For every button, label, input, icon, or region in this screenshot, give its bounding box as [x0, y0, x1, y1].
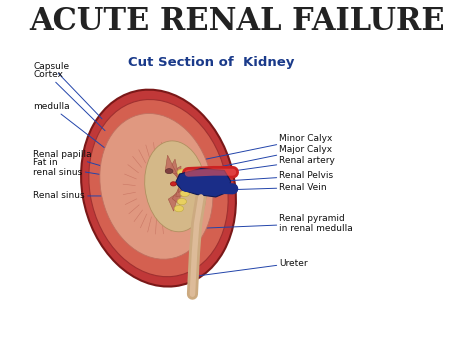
Ellipse shape [89, 99, 228, 277]
Polygon shape [175, 169, 231, 197]
Polygon shape [165, 155, 177, 174]
Ellipse shape [180, 190, 190, 197]
Text: Renal artery: Renal artery [224, 156, 335, 172]
Text: Renal papilla: Renal papilla [33, 150, 143, 178]
Ellipse shape [182, 176, 191, 182]
Ellipse shape [100, 114, 213, 259]
Text: Cut Section of  Kidney: Cut Section of Kidney [128, 55, 295, 69]
Polygon shape [176, 182, 184, 196]
Polygon shape [176, 173, 185, 188]
Text: medulla: medulla [33, 102, 116, 157]
Polygon shape [178, 177, 186, 193]
Text: Fat in
renal sinus: Fat in renal sinus [33, 158, 163, 185]
Ellipse shape [184, 185, 195, 192]
Text: Renal Vein: Renal Vein [224, 183, 327, 192]
Text: Major Calyx: Major Calyx [188, 145, 333, 173]
Text: Ureter: Ureter [193, 258, 308, 277]
Polygon shape [169, 159, 179, 178]
Polygon shape [173, 166, 181, 183]
Ellipse shape [178, 183, 188, 190]
Polygon shape [168, 192, 179, 211]
Text: Capsule: Capsule [33, 62, 102, 119]
Ellipse shape [81, 90, 236, 286]
Ellipse shape [170, 182, 176, 186]
Ellipse shape [184, 179, 196, 185]
Text: Renal pyramid
in renal medulla: Renal pyramid in renal medulla [188, 214, 353, 233]
Text: ACUTE RENAL FAILURE: ACUTE RENAL FAILURE [29, 6, 445, 37]
Ellipse shape [182, 171, 192, 179]
Polygon shape [172, 187, 180, 205]
Text: Cortex: Cortex [33, 70, 105, 131]
Ellipse shape [145, 141, 206, 232]
Text: Minor Calyx: Minor Calyx [182, 134, 333, 164]
Ellipse shape [165, 169, 173, 174]
Text: Renal Pelvis: Renal Pelvis [224, 171, 334, 181]
Ellipse shape [174, 206, 183, 212]
Ellipse shape [177, 169, 186, 175]
Ellipse shape [177, 198, 186, 205]
Text: Renal sinus: Renal sinus [33, 191, 140, 200]
